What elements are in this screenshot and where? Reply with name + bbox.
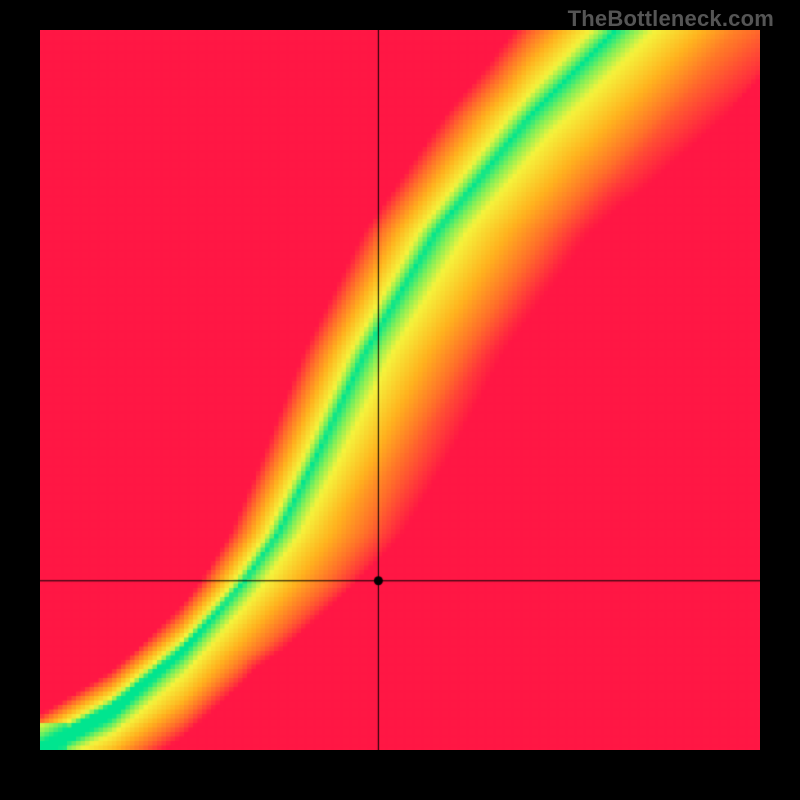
chart-container: TheBottleneck.com	[0, 0, 800, 800]
bottleneck-heatmap	[40, 30, 760, 750]
watermark-text: TheBottleneck.com	[568, 6, 774, 32]
